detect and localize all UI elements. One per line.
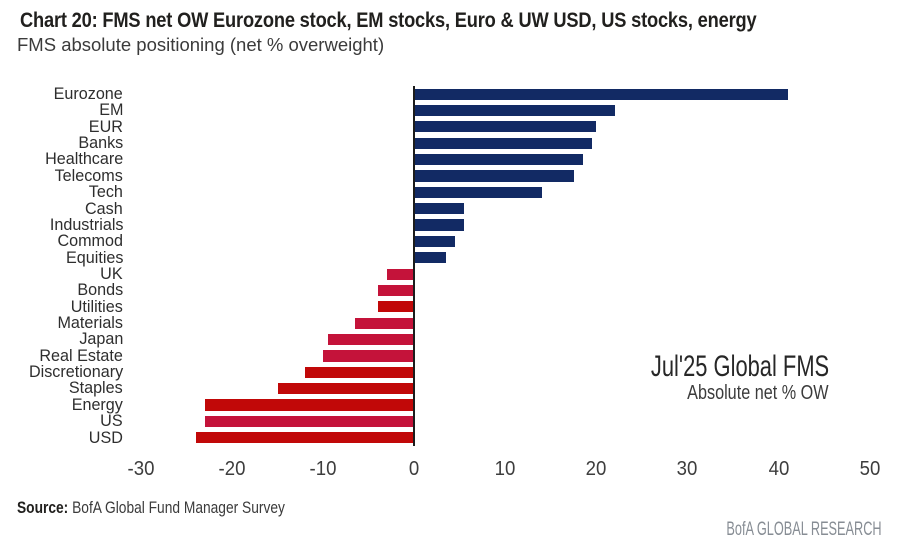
category-label: US bbox=[100, 411, 123, 431]
category-label: Utilities bbox=[70, 296, 123, 316]
zero-axis-line bbox=[413, 86, 416, 446]
bar-em bbox=[414, 104, 615, 117]
category-label: UK bbox=[100, 263, 123, 283]
bar-us bbox=[204, 415, 415, 427]
bar-eur bbox=[414, 121, 597, 133]
category-label: Tech bbox=[88, 182, 123, 202]
bar-telecoms bbox=[414, 170, 574, 182]
x-tick-label: 0 bbox=[409, 458, 420, 480]
chart-subtitle: FMS absolute positioning (net % overweig… bbox=[17, 34, 385, 55]
category-label: EM bbox=[98, 100, 123, 120]
source-label: Source: bbox=[17, 498, 69, 517]
category-label: Banks bbox=[78, 133, 123, 153]
source-note: Source: BofA Global Fund Manager Survey bbox=[17, 498, 285, 518]
category-label: Telecoms bbox=[54, 165, 123, 185]
category-label: Equities bbox=[65, 247, 123, 267]
category-label: Commod bbox=[57, 231, 123, 251]
x-tick-label: 50 bbox=[859, 458, 880, 480]
brand-footer: BofA GLOBAL RESEARCH bbox=[726, 519, 882, 540]
category-label: Staples bbox=[69, 378, 123, 398]
bar-energy bbox=[204, 399, 415, 411]
category-label: EUR bbox=[88, 116, 123, 136]
x-tick-label: -10 bbox=[309, 458, 337, 480]
category-label: Materials bbox=[57, 313, 123, 333]
category-label: USD bbox=[88, 427, 123, 447]
category-label: Real Estate bbox=[39, 345, 123, 365]
bar-utilities bbox=[377, 301, 415, 313]
bar-banks bbox=[414, 137, 592, 149]
annotation-line2: Absolute net % OW bbox=[687, 382, 829, 404]
bar-japan bbox=[327, 333, 415, 346]
bar-commod bbox=[414, 235, 456, 247]
x-tick-label: 40 bbox=[768, 458, 789, 480]
x-tick-label: -20 bbox=[218, 458, 246, 480]
x-tick-label: 20 bbox=[586, 458, 607, 480]
source-text: BofA Global Fund Manager Survey bbox=[68, 498, 285, 517]
chart-title: Chart 20: FMS net OW Eurozone stock, EM … bbox=[20, 9, 757, 32]
bar-uk bbox=[386, 268, 415, 280]
x-tick-label: 10 bbox=[495, 458, 516, 480]
category-label: Discretionary bbox=[28, 362, 123, 382]
category-label: Healthcare bbox=[44, 149, 123, 169]
bar-discretionary bbox=[305, 366, 415, 378]
category-label: Eurozone bbox=[53, 84, 123, 103]
annotation-line1: Jul'25 Global FMS bbox=[650, 350, 829, 383]
category-label: Cash bbox=[85, 198, 123, 218]
bar-healthcare bbox=[414, 154, 583, 166]
x-tick-label: -30 bbox=[127, 458, 155, 480]
category-label: Industrials bbox=[49, 214, 123, 234]
bar-real-estate bbox=[323, 350, 415, 362]
bar-cash bbox=[414, 203, 465, 215]
bar-staples bbox=[277, 383, 415, 395]
bar-materials bbox=[355, 317, 415, 329]
bar-tech bbox=[414, 186, 542, 198]
bar-equities bbox=[414, 252, 447, 264]
bar-bonds bbox=[377, 284, 415, 297]
bar-eurozone bbox=[414, 88, 788, 100]
bar-usd bbox=[195, 432, 415, 444]
category-label: Bonds bbox=[77, 280, 123, 300]
category-label: Japan bbox=[78, 329, 123, 349]
bar-industrials bbox=[414, 219, 465, 231]
x-tick-label: 30 bbox=[677, 458, 698, 480]
category-label: Energy bbox=[71, 394, 123, 414]
